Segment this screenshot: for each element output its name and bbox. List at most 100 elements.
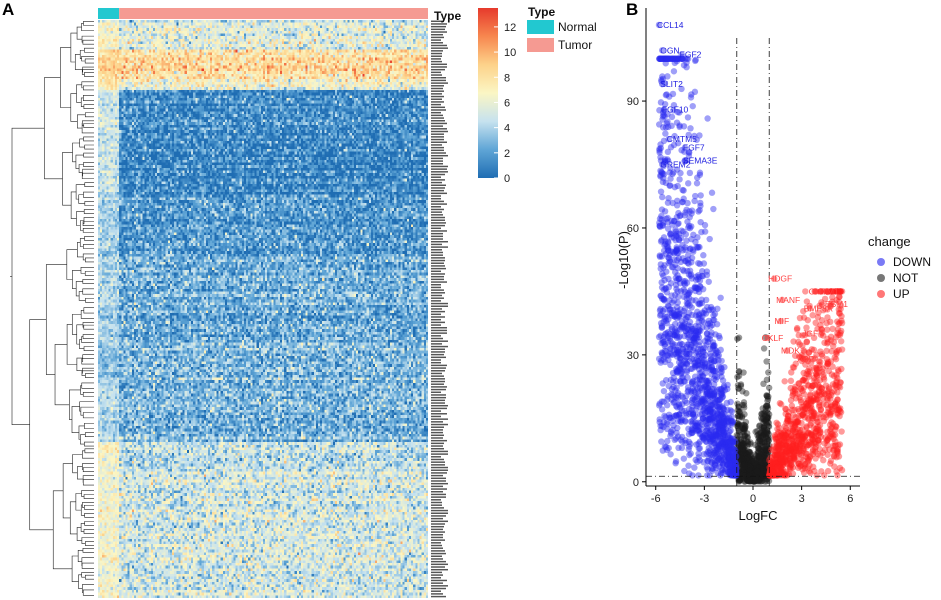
- volcano-point: [658, 324, 666, 331]
- volcano-point: [685, 295, 693, 302]
- volcano-point: [704, 404, 711, 412]
- volcano-point: [698, 369, 705, 376]
- volcano-point: [772, 435, 780, 442]
- volcano-point: [718, 410, 725, 418]
- volcano-point: [824, 359, 831, 367]
- volcano-point: [661, 55, 668, 62]
- volcano-point: [670, 107, 677, 114]
- volcano-point: [656, 149, 663, 156]
- volcano-point: [764, 472, 771, 479]
- volcano-point: [693, 334, 700, 341]
- volcano-point: [711, 372, 719, 380]
- volcano-point: [759, 447, 766, 455]
- volcano-point: [686, 213, 693, 221]
- volcano-point: [765, 419, 773, 427]
- volcano-point: [672, 350, 679, 357]
- volcano-point: [812, 319, 819, 327]
- volcano-point: [673, 303, 681, 311]
- volcano-point: [673, 247, 680, 254]
- volcano-point: [688, 399, 696, 407]
- volcano-point: [763, 447, 770, 454]
- volcano-point: [815, 358, 823, 365]
- volcano-point: [831, 442, 839, 450]
- volcano-point: [749, 466, 756, 473]
- volcano-point: [731, 447, 739, 454]
- volcano-point: [763, 417, 770, 425]
- volcano-point: [815, 437, 822, 444]
- dendrogram-branch: [85, 373, 94, 378]
- volcano-point: [758, 424, 765, 431]
- volcano-point: [736, 477, 744, 484]
- volcano-point: [808, 399, 815, 406]
- volcano-point: [749, 476, 757, 484]
- volcano-point: [822, 434, 829, 441]
- volcano-point: [672, 268, 679, 276]
- volcano-point: [812, 396, 819, 403]
- volcano-point: [815, 387, 823, 395]
- volcano-point: [791, 421, 798, 428]
- volcano-point: [823, 326, 831, 333]
- volcano-point: [736, 454, 744, 461]
- volcano-point: [679, 324, 686, 331]
- volcano-point: [676, 410, 683, 418]
- volcano-point: [680, 293, 688, 300]
- volcano-point: [778, 432, 785, 440]
- volcano-point: [726, 464, 733, 472]
- volcano-point: [728, 413, 735, 420]
- volcano-point: [689, 297, 696, 304]
- volcano-point: [763, 465, 770, 473]
- volcano-point: [714, 410, 722, 418]
- volcano-point: [795, 407, 803, 415]
- volcano-point: [704, 115, 711, 122]
- volcano-point: [756, 467, 763, 475]
- volcano-point: [776, 459, 783, 466]
- row-label-mark: [431, 499, 441, 501]
- volcano-point: [810, 424, 817, 431]
- volcano-point: [765, 437, 772, 445]
- volcano-point: [815, 309, 822, 316]
- volcano-point: [690, 335, 698, 342]
- volcano-point: [722, 425, 730, 433]
- row-label-mark: [431, 509, 448, 512]
- volcano-point: [824, 360, 832, 367]
- volcano-point: [754, 464, 761, 471]
- volcano-point: [745, 440, 752, 448]
- volcano-point: [741, 432, 748, 440]
- dendrogram-branch: [84, 182, 94, 187]
- volcano-point: [689, 377, 697, 385]
- volcano-point: [725, 422, 732, 430]
- volcano-point: [793, 451, 800, 458]
- volcano-point: [758, 411, 765, 418]
- row-label-mark: [431, 273, 445, 275]
- volcano-point: [835, 331, 842, 339]
- volcano-point: [660, 55, 667, 62]
- volcano-point: [823, 319, 830, 327]
- volcano-point: [664, 55, 671, 62]
- volcano-point: [693, 328, 700, 335]
- volcano-point: [810, 408, 817, 416]
- volcano-point: [688, 235, 695, 243]
- volcano-point: [721, 432, 729, 439]
- volcano-point: [692, 406, 699, 414]
- volcano-point: [793, 428, 800, 436]
- volcano-point: [758, 438, 766, 445]
- volcano-point: [743, 462, 751, 469]
- volcano-point: [698, 386, 706, 393]
- volcano-point: [791, 453, 798, 461]
- volcano-point: [766, 456, 773, 464]
- volcano-point: [759, 472, 766, 479]
- volcano-point: [736, 476, 744, 484]
- volcano-point: [702, 377, 710, 385]
- dendrogram-branch: [52, 490, 73, 570]
- volcano-point: [794, 418, 801, 426]
- volcano-point: [692, 425, 699, 432]
- volcano-point: [697, 199, 704, 207]
- volcano-point: [661, 313, 668, 320]
- legend-label-down: DOWN: [893, 255, 931, 269]
- volcano-point: [658, 78, 665, 85]
- volcano-point: [715, 429, 722, 436]
- volcano-point: [694, 331, 701, 339]
- volcano-point: [799, 442, 807, 450]
- legend-label-up: UP: [893, 287, 910, 301]
- volcano-point: [821, 446, 829, 454]
